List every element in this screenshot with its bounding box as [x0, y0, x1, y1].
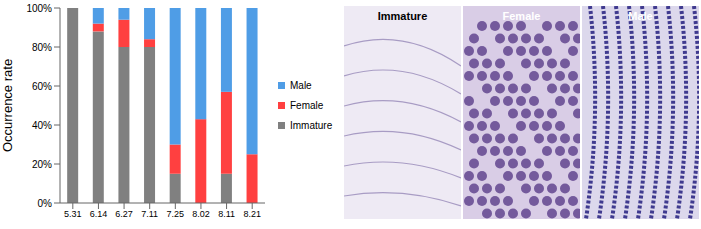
svg-text:40%: 40% — [32, 120, 52, 131]
svg-text:7.25: 7.25 — [167, 209, 185, 219]
svg-text:8.21: 8.21 — [243, 209, 261, 219]
svg-text:5.31: 5.31 — [64, 209, 82, 219]
html-text:Immature: Immature — [377, 10, 428, 22]
svg-text:8.02: 8.02 — [192, 209, 210, 219]
svg-text:60%: 60% — [32, 81, 52, 92]
svg-text:6.27: 6.27 — [115, 209, 133, 219]
html-text:Female: Female — [502, 10, 541, 22]
svg-text:6.14: 6.14 — [90, 209, 108, 219]
svg-text:8.11: 8.11 — [218, 209, 235, 219]
html-text:Male: Male — [628, 10, 653, 22]
svg-text:80%: 80% — [32, 42, 52, 53]
svg-text:Occurrence rate: Occurrence rate — [8, 59, 15, 152]
html-text:Immature: Immature — [290, 120, 333, 131]
svg-text:20%: 20% — [32, 159, 52, 170]
svg-text:0%: 0% — [38, 198, 53, 209]
html-text:Female: Female — [290, 100, 324, 111]
svg-text:7.11: 7.11 — [141, 209, 158, 219]
svg-text:100%: 100% — [26, 3, 52, 14]
html-text:Male: Male — [290, 80, 312, 91]
